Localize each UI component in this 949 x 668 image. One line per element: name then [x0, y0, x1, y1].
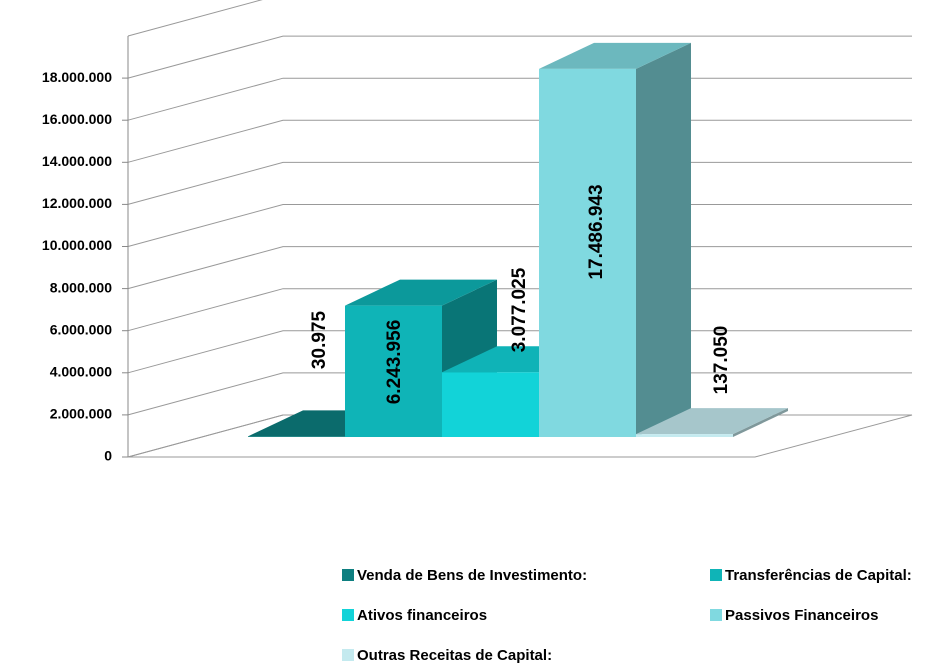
bar-front	[636, 434, 733, 437]
bar-side	[636, 42, 691, 438]
y-tick-label: 4.000.000	[50, 364, 112, 380]
y-tick-label: 2.000.000	[50, 406, 112, 422]
grid-line	[127, 77, 912, 121]
y-tick-label: 0	[104, 448, 112, 464]
y-tick-label: 8.000.000	[50, 279, 112, 295]
y-tick-label: 16.000.000	[42, 111, 112, 127]
bar-front	[442, 372, 539, 437]
legend-swatch	[342, 569, 354, 581]
grid-line	[127, 204, 912, 247]
bar	[539, 42, 691, 438]
grid-line	[127, 119, 912, 163]
legend-label: Ativos financeiros	[357, 607, 487, 624]
grid-line	[127, 372, 912, 416]
bar-front	[539, 68, 636, 438]
bar-side	[733, 408, 788, 437]
legend-label: Venda de Bens de Investimento:	[357, 567, 587, 584]
bar-front	[345, 305, 442, 437]
y-tick-label: 10.000.000	[42, 237, 112, 253]
legend-swatch	[342, 609, 354, 621]
data-label: 137.050	[711, 326, 732, 395]
bar-front	[248, 436, 345, 437]
data-label: 17.486.943	[586, 184, 607, 279]
grid-line	[127, 35, 912, 79]
y-tick-label: 12.000.000	[42, 195, 112, 211]
legend-label: Transferências de Capital:	[725, 567, 912, 584]
legend-label: Outras Receitas de Capital:	[357, 647, 552, 664]
grid-line	[127, 246, 912, 290]
grid-line	[127, 288, 912, 332]
grid-line	[127, 161, 912, 205]
floor	[127, 414, 913, 458]
legend-swatch	[710, 569, 722, 581]
y-tick-label: 18.000.000	[42, 69, 112, 85]
data-label: 3.077.025	[509, 267, 530, 352]
grid-line	[127, 330, 912, 374]
data-label: 30.975	[309, 311, 330, 370]
bar-top	[636, 408, 788, 435]
wall-edge	[127, 0, 263, 37]
y-tick-label: 14.000.000	[42, 153, 112, 169]
bar	[636, 408, 788, 437]
legend-swatch	[342, 649, 354, 661]
y-tick-label: 6.000.000	[50, 321, 112, 337]
bar-top	[539, 42, 691, 69]
data-label: 6.243.956	[384, 320, 405, 405]
bar-top	[345, 279, 497, 306]
legend-swatch	[710, 609, 722, 621]
legend-label: Passivos Financeiros	[725, 607, 878, 624]
